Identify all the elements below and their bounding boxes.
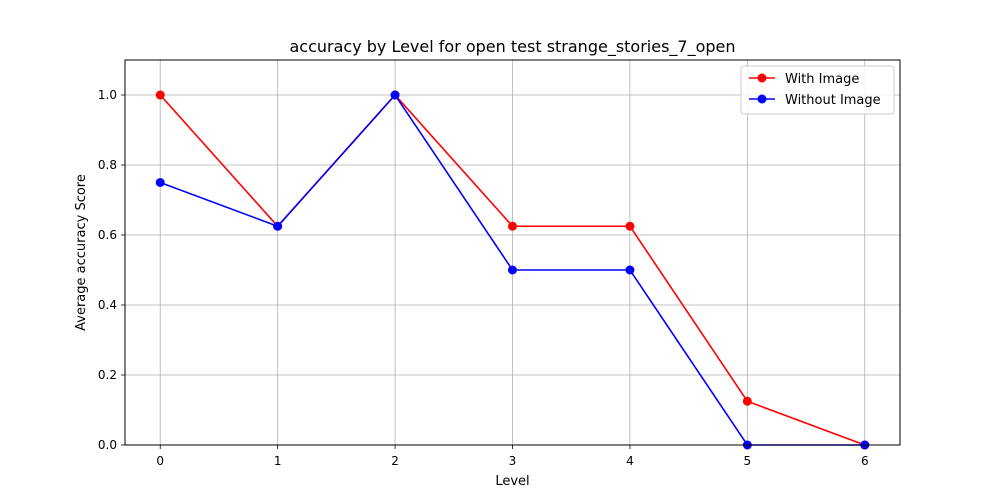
x-tick-label: 5 [744, 454, 752, 468]
legend-swatch-marker [757, 73, 767, 83]
y-tick-label: 0.6 [98, 228, 117, 242]
x-tick-label: 1 [274, 454, 282, 468]
y-axis-label: Average accuracy Score [74, 174, 89, 331]
x-tick-label: 6 [861, 454, 869, 468]
legend-label: Without Image [785, 93, 881, 108]
chart-title: accuracy by Level for open test strange_… [289, 37, 735, 57]
axis-ticks: 0 1 2 3 4 5 6 0.0 0.2 0.4 0.6 0.8 1.0 [98, 88, 869, 468]
data-point-without-image [508, 265, 517, 275]
y-tick-label: 0.2 [98, 368, 117, 382]
data-point-with-image [508, 221, 517, 231]
legend: With Image Without Image [740, 65, 895, 115]
x-tick-label: 3 [509, 454, 517, 468]
y-tick-label: 0.8 [98, 158, 117, 172]
data-point-with-image [742, 396, 752, 406]
x-tick-label: 4 [626, 454, 634, 468]
data-point-without-image [155, 178, 165, 187]
x-tick-label: 2 [391, 454, 399, 468]
legend-swatch-marker [757, 94, 767, 104]
data-point-without-image [273, 221, 283, 231]
legend-box [740, 65, 895, 115]
data-point-without-image [390, 90, 400, 100]
data-point-without-image [625, 265, 635, 275]
legend-item-without-image: Without Image [749, 93, 881, 108]
y-tick-label: 1.0 [98, 88, 117, 102]
data-point-with-image [625, 221, 635, 231]
y-tick-label: 0.4 [98, 298, 117, 312]
x-tick-label: 0 [156, 454, 164, 468]
x-axis-label: Level [495, 474, 529, 489]
y-tick-label: 0.0 [98, 438, 117, 452]
legend-item-with-image: With Image [749, 72, 859, 87]
data-point-with-image [155, 90, 165, 100]
legend-label: With Image [785, 72, 859, 87]
